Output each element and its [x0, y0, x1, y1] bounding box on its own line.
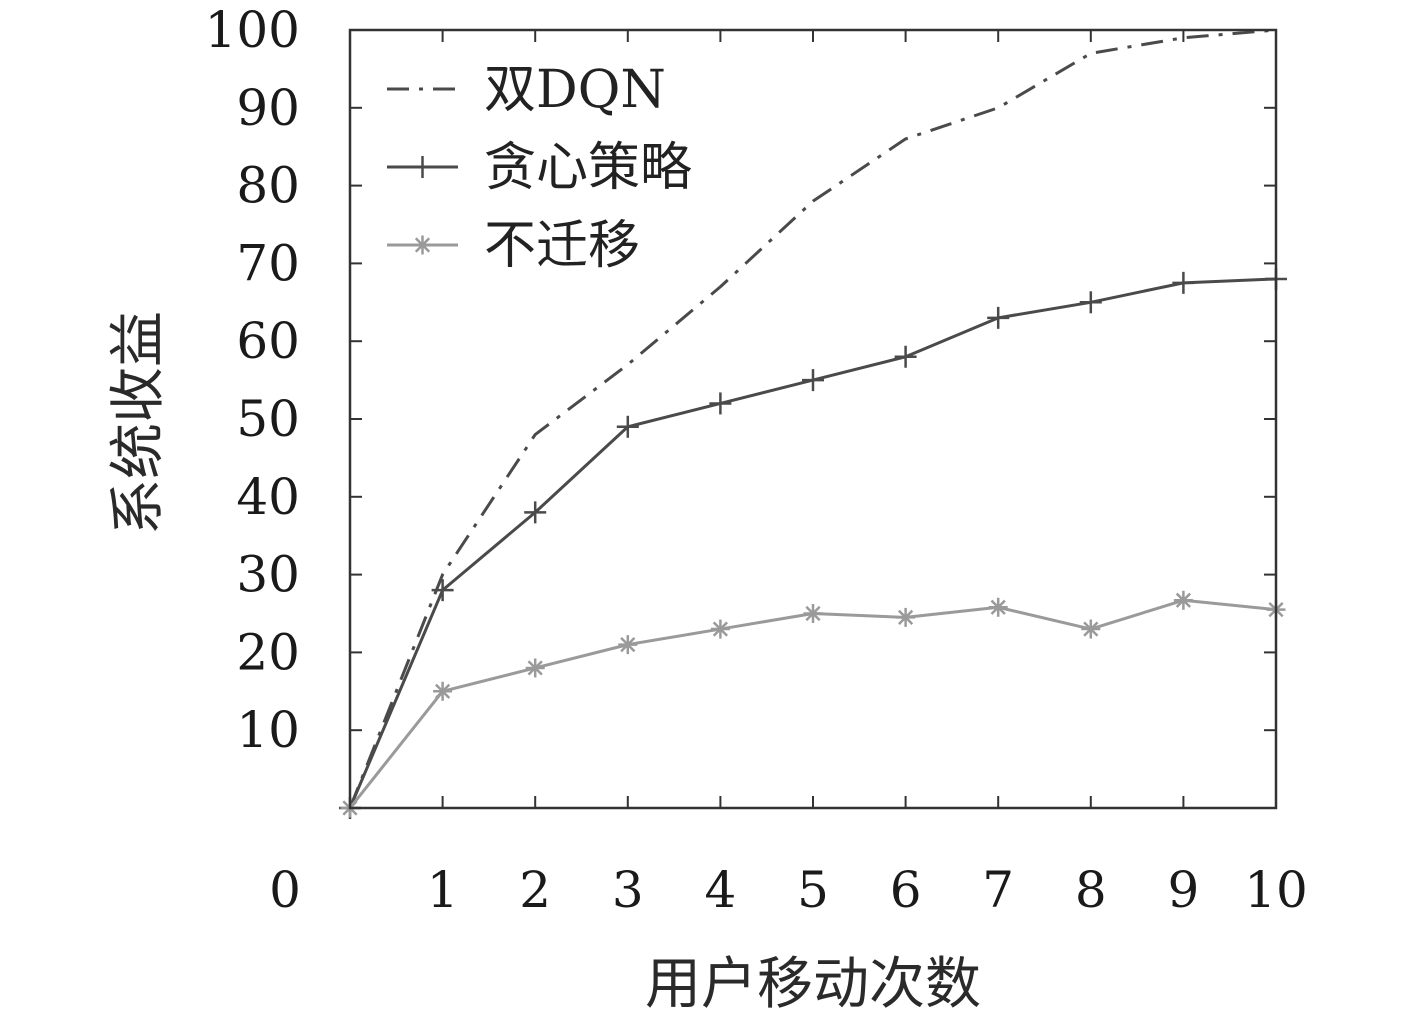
- y-tick-label-40: 40: [236, 468, 300, 526]
- legend-item-1: 贪心策略: [387, 138, 692, 198]
- series-line-1: [348, 277, 1277, 809]
- x-tick-label-7: 7: [982, 861, 1014, 919]
- x-axis-title: 用户移动次数: [645, 952, 981, 1016]
- series-1-point-9: [1172, 271, 1195, 294]
- series-2-point-1: [433, 681, 453, 701]
- series-1-point-5: [802, 369, 824, 392]
- series-layer: [339, 28, 1287, 819]
- y-tick-label-60: 60: [236, 312, 300, 370]
- series-2-point-8: [1081, 619, 1101, 639]
- y-tick-label-50: 50: [236, 390, 300, 448]
- x-tick-label-1: 1: [427, 861, 459, 919]
- x-tick-label-8: 8: [1075, 861, 1107, 919]
- series-2-point-8-ray-3: [1083, 621, 1099, 637]
- y-tick-label-100: 100: [205, 1, 300, 59]
- legend-item-2: 不迁移: [387, 216, 640, 276]
- y-tick-label-10: 10: [236, 701, 300, 759]
- y-axis-title: 系统收益: [106, 311, 171, 535]
- series-2-point-3-ray-3: [620, 637, 636, 653]
- origin-label: 0: [269, 861, 301, 919]
- x-tick-label-10: 10: [1244, 861, 1308, 919]
- legend-marker-2: [413, 235, 432, 255]
- series-1-point-2: [524, 501, 547, 524]
- legend-marker-2-ray-3: [414, 237, 431, 253]
- x-tick-label-2: 2: [519, 861, 551, 919]
- x-tick-label-4: 4: [704, 861, 736, 919]
- series-2-point-5-ray-3: [805, 605, 821, 622]
- x-tick-label-6: 6: [890, 861, 922, 919]
- legend-label-2: 不迁移: [484, 216, 640, 276]
- x-tick-label-3: 3: [612, 861, 644, 919]
- series-2-point-4: [710, 619, 730, 639]
- y-tick-label-30: 30: [236, 546, 300, 604]
- legend-label-0: 双DQN: [484, 60, 666, 120]
- series-2-point-1-ray-3: [434, 683, 451, 699]
- series-1-point-1: [431, 579, 454, 602]
- y-tick-label-90: 90: [236, 79, 300, 137]
- series-2-point-6: [896, 607, 916, 627]
- series-2-point-6-ray-3: [897, 609, 914, 625]
- x-tick-label-5: 5: [797, 861, 829, 919]
- series-2-point-3: [618, 635, 638, 655]
- series-1-point-4: [709, 392, 732, 415]
- series-2-point-2: [525, 658, 545, 678]
- series-1-point-6: [894, 345, 917, 368]
- series-2-point-7: [988, 597, 1008, 617]
- series-1-point-3: [616, 415, 639, 438]
- y-tick-label-80: 80: [236, 157, 300, 215]
- x-tick-label-9: 9: [1167, 861, 1199, 919]
- series-line-2: [348, 598, 1277, 809]
- series-2-point-9-ray-3: [1175, 592, 1192, 608]
- y-tick-label-20: 20: [236, 623, 300, 681]
- series-2-point-2-ray-3: [527, 660, 543, 676]
- series-2-point-5: [803, 604, 823, 623]
- y-tick-label-70: 70: [236, 234, 300, 292]
- series-2-point-9: [1173, 590, 1193, 610]
- series-1-point-7: [987, 306, 1010, 329]
- series-2-point-7-ray-3: [990, 599, 1006, 615]
- ticks-layer: 1 2 3 4 5 6 7 8 9 10 10 20 30 40 50 60 70 80 90 100: [205, 1, 1308, 919]
- legend-label-1: 贪心策略: [484, 138, 692, 198]
- legend-marker-1: [411, 156, 434, 178]
- series-line-0: [348, 28, 1277, 809]
- legend-item-0: 双DQN: [387, 60, 666, 120]
- series-1-point-8: [1079, 291, 1102, 314]
- series-2-point-4-ray-3: [712, 621, 729, 637]
